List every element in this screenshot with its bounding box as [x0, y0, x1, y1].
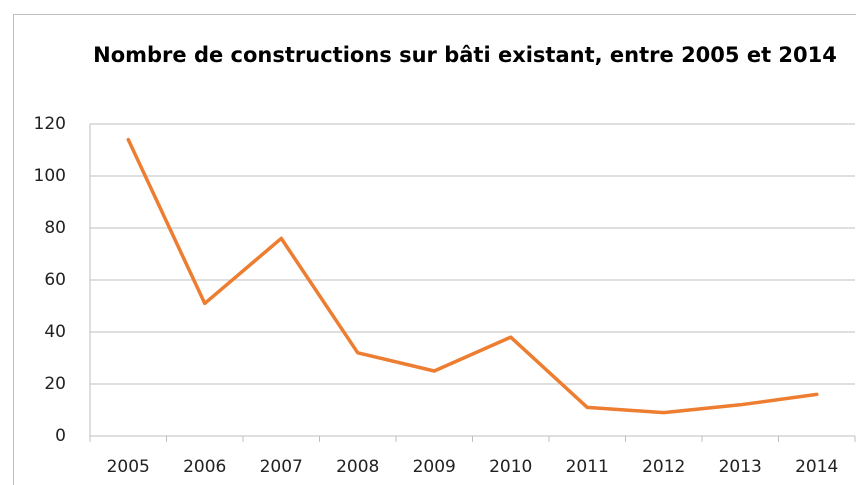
y-tick-label: 100: [34, 166, 66, 186]
y-tick-label: 40: [44, 322, 66, 342]
y-tick-label: 0: [55, 426, 66, 446]
x-tick-label: 2010: [489, 457, 532, 477]
x-tick-label: 2008: [336, 457, 379, 477]
y-tick-label: 120: [34, 114, 66, 134]
x-tick-label: 2014: [795, 457, 838, 477]
y-tick-label: 60: [44, 270, 66, 290]
x-tick-label: 2012: [642, 457, 685, 477]
y-tick-label: 20: [44, 374, 66, 394]
x-tick-label: 2007: [260, 457, 303, 477]
x-tick-label: 2006: [183, 457, 226, 477]
x-tick-label: 2009: [413, 457, 456, 477]
line-series: [126, 137, 819, 415]
y-tick-label: 80: [44, 218, 66, 238]
x-tick-label: 2005: [107, 457, 150, 477]
x-tick-label: 2013: [719, 457, 762, 477]
chart-title: Nombre de constructions sur bâti existan…: [93, 43, 837, 67]
chart-frame: [13, 14, 856, 485]
x-tick-label: 2011: [566, 457, 609, 477]
